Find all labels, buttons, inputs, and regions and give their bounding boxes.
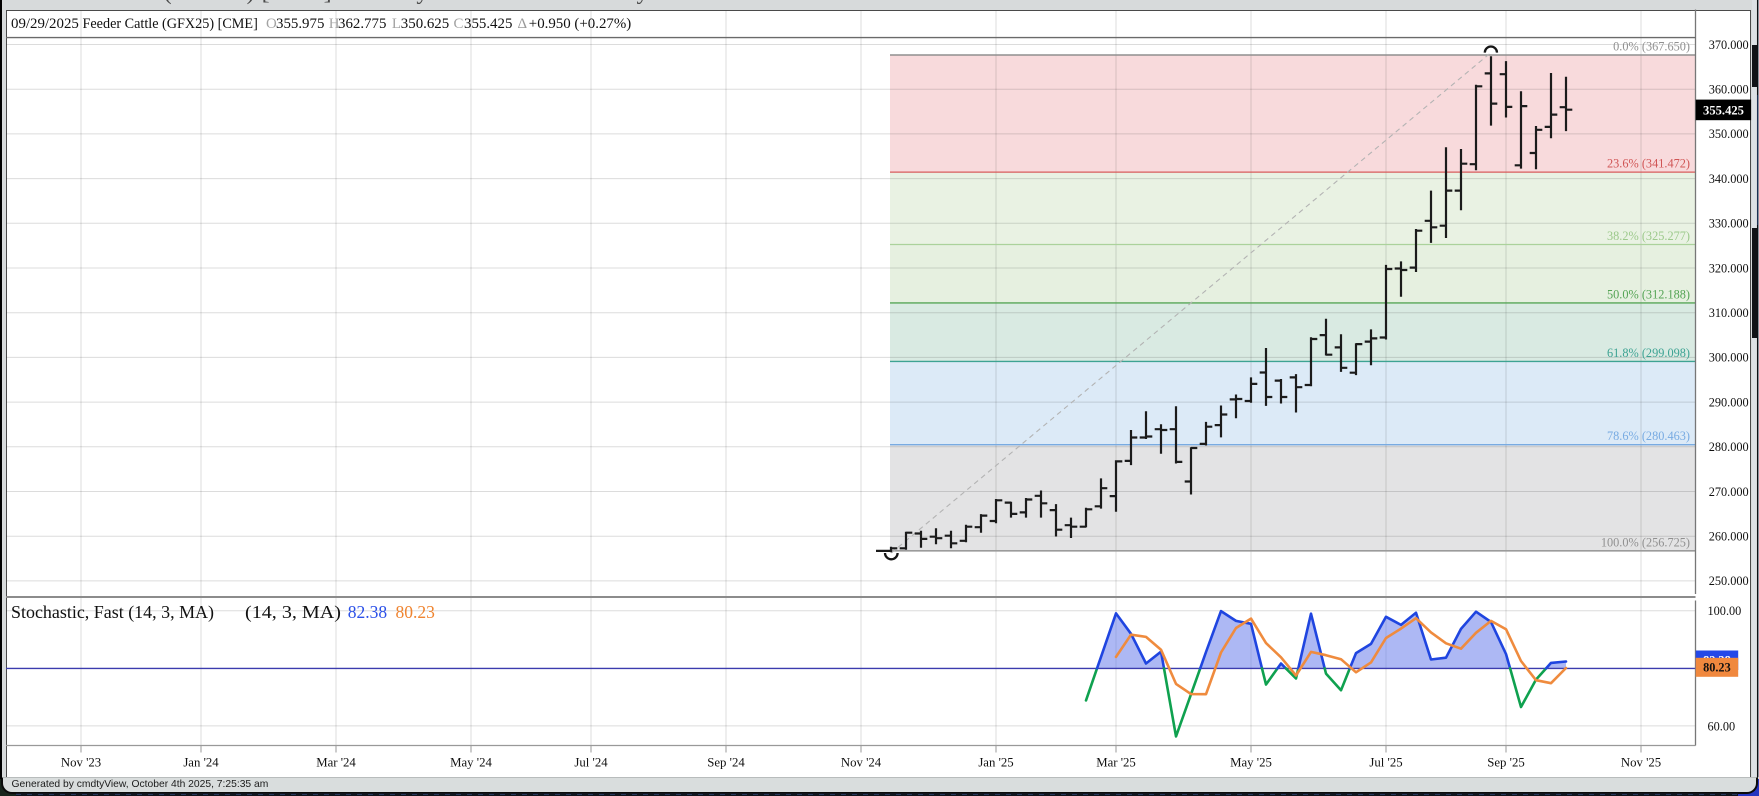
svg-text:80.23: 80.23 (1703, 661, 1731, 675)
svg-text:23.6% (341.472): 23.6% (341.472) (1607, 157, 1690, 171)
svg-text:0.0% (367.650): 0.0% (367.650) (1613, 40, 1690, 54)
svg-text:Mar '24: Mar '24 (316, 756, 356, 770)
svg-text:320.000: 320.000 (1709, 261, 1749, 275)
svg-text:May '24: May '24 (450, 756, 492, 770)
svg-text:H: H (329, 16, 340, 32)
svg-text:82.38: 82.38 (348, 602, 388, 622)
svg-text:C: C (454, 16, 464, 32)
svg-text:Jul '24: Jul '24 (574, 756, 608, 770)
svg-text:Sep '24: Sep '24 (707, 756, 745, 770)
svg-text:+0.950 (+0.27%): +0.950 (+0.27%) (529, 16, 631, 32)
svg-text:Jul '25: Jul '25 (1369, 756, 1402, 770)
svg-text:355.425: 355.425 (464, 16, 512, 32)
svg-text:May '25: May '25 (1230, 756, 1272, 770)
svg-text:38.2% (325.277): 38.2% (325.277) (1607, 229, 1690, 243)
svg-text:280.000: 280.000 (1709, 440, 1749, 454)
svg-text:290.000: 290.000 (1709, 395, 1749, 409)
svg-text:09/29/2025: 09/29/2025 (11, 16, 79, 32)
svg-text:61.8% (299.098): 61.8% (299.098) (1607, 346, 1690, 360)
svg-text:370.000: 370.000 (1709, 38, 1749, 52)
svg-text:Jan '25: Jan '25 (978, 756, 1013, 770)
svg-text:Jan '24: Jan '24 (183, 756, 219, 770)
svg-text:Nov '23: Nov '23 (61, 756, 101, 770)
svg-text:O: O (266, 16, 277, 32)
svg-text:80.23: 80.23 (396, 602, 436, 622)
svg-text:355.975: 355.975 (276, 16, 324, 32)
svg-text:350.000: 350.000 (1709, 127, 1749, 141)
svg-text:60.00: 60.00 (1708, 719, 1736, 733)
svg-text:Δ: Δ (518, 16, 528, 32)
svg-text:270.000: 270.000 (1709, 485, 1749, 499)
svg-text:L: L (392, 16, 401, 32)
svg-text:Nov '24: Nov '24 (841, 756, 882, 770)
svg-text:100.0% (256.725): 100.0% (256.725) (1601, 535, 1690, 549)
svg-text:(14, 3, MA): (14, 3, MA) (245, 602, 341, 622)
svg-text:250.000: 250.000 (1709, 574, 1749, 588)
svg-text:260.000: 260.000 (1709, 530, 1749, 544)
svg-text:362.775: 362.775 (338, 16, 386, 32)
svg-text:Mar '25: Mar '25 (1096, 756, 1136, 770)
svg-text:300.000: 300.000 (1709, 351, 1749, 365)
svg-text:Nov '25: Nov '25 (1621, 756, 1661, 770)
svg-text:310.000: 310.000 (1709, 306, 1749, 320)
svg-text:Feeder Cattle (GFX25) [CME]: Feeder Cattle (GFX25) [CME] (83, 16, 258, 32)
svg-text:100.00: 100.00 (1708, 604, 1742, 618)
svg-text:355.425: 355.425 (1703, 103, 1744, 117)
svg-text:340.000: 340.000 (1709, 172, 1749, 186)
svg-text:350.625: 350.625 (401, 16, 449, 32)
svg-text:50.0% (312.188): 50.0% (312.188) (1607, 287, 1690, 301)
svg-text:Stochastic, Fast (14, 3, MA): Stochastic, Fast (14, 3, MA) (11, 602, 214, 622)
svg-text:330.000: 330.000 (1709, 217, 1749, 231)
svg-text:360.000: 360.000 (1709, 83, 1749, 97)
svg-text:78.6% (280.463): 78.6% (280.463) (1607, 429, 1690, 443)
svg-text:Sep '25: Sep '25 (1487, 756, 1525, 770)
